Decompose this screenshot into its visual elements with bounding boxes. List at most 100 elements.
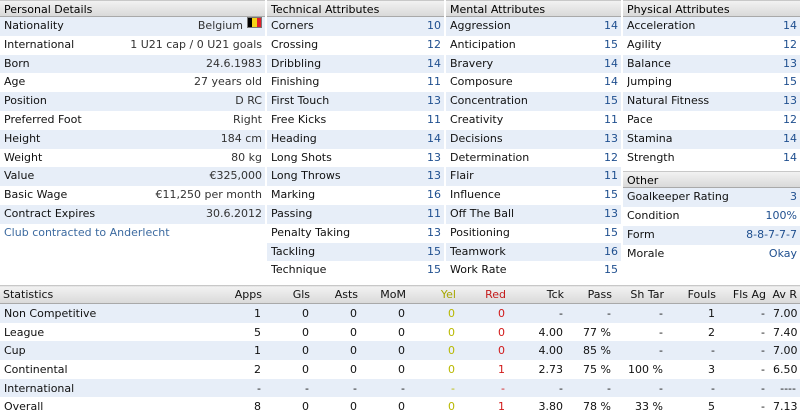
mental-row-flair: Flair 11 xyxy=(446,167,621,187)
stats-cell: - xyxy=(761,362,765,376)
mental-row-positioning: Positioning 15 xyxy=(446,224,621,243)
stats-cell: 2.73 xyxy=(538,362,564,376)
club-contract-link[interactable]: Club contracted to Anderlecht xyxy=(4,225,170,239)
mental-value: 15 xyxy=(604,188,618,202)
personal-row-contract-expires: Contract Expires 30.6.2012 xyxy=(0,204,265,224)
statistics-panel: Statistics Apps Gls Asts MoM Yel Red Tck Pass Sh … xyxy=(0,285,800,416)
mental-row-creativity: Creativity 11 xyxy=(446,111,621,130)
technical-value: 14 xyxy=(427,56,441,70)
technical-value: 13 xyxy=(427,94,441,108)
personal-row-international: International 1 U21 cap / 0 U21 goals xyxy=(0,36,265,55)
mental-label: Flair xyxy=(450,169,474,183)
stats-cell: 2 xyxy=(708,325,715,339)
stats-cell: 7.00 xyxy=(769,341,800,361)
stats-cell: - xyxy=(615,341,667,361)
stats-cell: - xyxy=(659,325,663,339)
mental-label: Determination xyxy=(450,150,530,164)
physical-value: 12 xyxy=(783,37,797,51)
stats-col-red[interactable]: Red xyxy=(459,285,509,304)
stats-col-mom[interactable]: MoM xyxy=(361,285,409,304)
stats-row-international: International - - - - - - - - - - - ---- xyxy=(0,378,800,398)
physical-label: Balance xyxy=(627,56,671,70)
stats-col-statistics[interactable]: Statistics xyxy=(0,285,210,304)
stats-cell: - xyxy=(667,378,719,398)
stats-cell: 5 xyxy=(254,325,261,339)
stats-col-sh-tar[interactable]: Sh Tar xyxy=(615,285,667,304)
technical-row-technique: Technique 15 xyxy=(267,261,444,280)
other-label: Morale xyxy=(627,246,665,260)
personal-row-born: Born 24.6.1983 xyxy=(0,54,265,74)
physical-row-strength: Strength 14 xyxy=(623,149,800,168)
other-row-condition: Condition 100% xyxy=(623,207,800,226)
stats-cell: 1 xyxy=(498,362,505,376)
physical-label: Stamina xyxy=(627,131,673,145)
technical-row-long-throws: Long Throws 13 xyxy=(267,167,444,187)
stats-col-pass[interactable]: Pass xyxy=(567,285,615,304)
stats-cell: 0 xyxy=(265,303,313,323)
personal-label: International xyxy=(4,37,75,51)
physical-label: Natural Fitness xyxy=(627,94,710,108)
stats-cell: 33 % xyxy=(635,400,663,414)
technical-label: Finishing xyxy=(271,75,320,89)
stats-cell: 85 % xyxy=(567,341,615,361)
technical-row-tackling: Tackling 15 xyxy=(267,242,444,262)
mental-row-determination: Determination 12 xyxy=(446,149,621,168)
stats-cell: Overall xyxy=(4,400,44,414)
technical-value: 15 xyxy=(427,263,441,277)
stats-cell: 0 xyxy=(350,400,357,414)
physical-row-natural-fitness: Natural Fitness 13 xyxy=(623,92,800,111)
technical-label: Long Shots xyxy=(271,150,332,164)
personal-details-header: Personal Details xyxy=(0,0,265,17)
stats-cell: 0 xyxy=(409,341,459,361)
physical-row-pace: Pace 12 xyxy=(623,111,800,130)
mental-attributes-panel: Mental Attributes Aggression 14 Anticipati… xyxy=(446,0,621,280)
stats-col-gls[interactable]: Gls xyxy=(265,285,313,304)
technical-value: 14 xyxy=(427,131,441,145)
stats-cell: - xyxy=(719,378,769,398)
mental-value: 11 xyxy=(604,169,618,183)
physical-value: 14 xyxy=(783,19,797,32)
technical-label: Marking xyxy=(271,188,316,202)
stats-cell: 7.40 xyxy=(773,325,798,339)
stats-cell: 75 % xyxy=(583,362,611,376)
stats-col-fls-ag[interactable]: Fls Ag xyxy=(719,285,769,304)
stats-col-tck[interactable]: Tck xyxy=(509,285,567,304)
stats-cell: - xyxy=(409,378,459,398)
physical-row-agility: Agility 12 xyxy=(623,36,800,55)
stats-col-av-r[interactable]: Av R xyxy=(769,285,800,304)
physical-row-acceleration: Acceleration 14 xyxy=(623,17,800,36)
mental-row-influence: Influence 15 xyxy=(446,186,621,205)
technical-row-corners: Corners 10 xyxy=(267,17,444,36)
other-header: Other xyxy=(623,171,800,189)
personal-value: 80 kg xyxy=(231,150,262,164)
stats-col-asts[interactable]: Asts xyxy=(313,285,361,304)
stats-cell: 0 xyxy=(350,362,357,376)
technical-label: Heading xyxy=(271,131,317,145)
statistics-header-row: Statistics Apps Gls Asts MoM Yel Red Tck Pass Sh … xyxy=(0,285,800,304)
stats-col-apps[interactable]: Apps xyxy=(210,285,265,304)
physical-row-jumping: Jumping 15 xyxy=(623,73,800,92)
stats-col-fouls[interactable]: Fouls xyxy=(667,285,719,304)
stats-cell: - xyxy=(761,400,765,414)
mental-value: 16 xyxy=(604,244,618,258)
stats-cell: - xyxy=(567,378,615,398)
mental-label: Off The Ball xyxy=(450,206,515,220)
personal-row-weight: Weight 80 kg xyxy=(0,149,265,168)
mental-label: Bravery xyxy=(450,56,494,70)
personal-value: D RC xyxy=(235,94,262,108)
stats-cell: 0 xyxy=(302,362,309,376)
stats-cell: 4.00 xyxy=(509,341,567,361)
stats-cell: International xyxy=(0,378,210,398)
other-row-morale: Morale Okay xyxy=(623,245,800,264)
stats-cell: 78 % xyxy=(583,400,611,414)
stats-cell: Continental xyxy=(4,362,68,376)
technical-row-dribbling: Dribbling 14 xyxy=(267,54,444,74)
stats-cell: - xyxy=(313,378,361,398)
personal-label: Preferred Foot xyxy=(4,112,82,126)
stats-col-yel[interactable]: Yel xyxy=(409,285,459,304)
stats-cell: 0 xyxy=(302,400,309,414)
technical-row-finishing: Finishing 11 xyxy=(267,73,444,92)
other-label: Condition xyxy=(627,209,680,223)
other-value: Okay xyxy=(768,246,797,260)
stats-cell: - xyxy=(615,378,667,398)
